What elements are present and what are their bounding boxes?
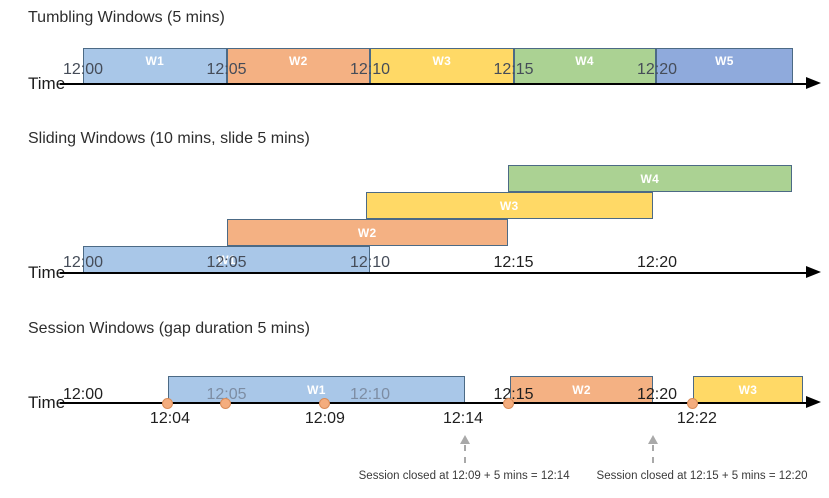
window-label: W2 <box>357 225 377 240</box>
window-w2: W2 <box>510 376 653 403</box>
event-dot <box>319 397 331 409</box>
window-w3: W3 <box>365 192 653 219</box>
window-label: W3 <box>499 198 519 213</box>
dashed-arrow-up-icon <box>459 435 470 444</box>
window-label: W2 <box>572 382 591 397</box>
sliding-time-axis <box>60 272 808 274</box>
session-time-axis-label: Time <box>28 393 66 412</box>
event-time-label: 12:09 <box>304 410 345 427</box>
session-section-title: Session Windows (gap duration 5 mins) <box>28 320 310 337</box>
tick-label: 12:00 <box>62 61 104 78</box>
tick-label: 12:15 <box>493 386 534 403</box>
event-dot <box>219 397 231 409</box>
event-dot <box>502 397 514 409</box>
session-close-annotation: Session closed at 12:15 + 5 mins = 12:20 <box>596 470 808 482</box>
dashed-arrow-line <box>463 445 466 463</box>
tick-label: 12:20 <box>636 386 678 403</box>
tumbling-section-title: Tumbling Windows (5 mins) <box>28 9 225 26</box>
tick-label: 12:00 <box>62 254 104 271</box>
window-w3: W3 <box>692 376 804 403</box>
session-time-axis <box>60 402 808 404</box>
tick-label: 12:10 <box>349 386 391 403</box>
window-w4: W4 <box>513 48 656 84</box>
event-dot <box>687 397 699 409</box>
tumbling-time-axis-label: Time <box>28 74 66 93</box>
window-label: W1 <box>217 252 236 267</box>
window-label: W2 <box>288 54 308 68</box>
tumbling-time-axis <box>60 83 808 85</box>
window-w4: W4 <box>507 165 792 192</box>
event-dot <box>162 397 174 409</box>
window-label: W3 <box>432 54 452 68</box>
window-label: W5 <box>715 54 734 68</box>
sliding-section-title: Sliding Windows (10 mins, slide 5 mins) <box>28 130 310 147</box>
tick-label: 12:10 <box>349 61 391 78</box>
tick-label: 12:15 <box>493 254 534 271</box>
window-w2: W2 <box>226 219 508 246</box>
window-label: W4 <box>640 171 660 186</box>
window-w2: W2 <box>226 48 370 84</box>
session-close-annotation: Session closed at 12:09 + 5 mins = 12:14 <box>358 470 570 482</box>
tick-label: 12:15 <box>493 61 534 78</box>
tick-label: 12:05 <box>206 386 247 403</box>
dashed-arrow-line <box>651 445 654 463</box>
window-w3: W3 <box>370 48 514 84</box>
event-time-label: 12:22 <box>676 410 717 427</box>
tick-label: 12:05 <box>206 254 247 271</box>
window-label: W1 <box>145 54 165 68</box>
tick-label: 12:20 <box>636 61 678 78</box>
tick-label: 12:00 <box>62 386 104 403</box>
window-w5: W5 <box>655 48 794 84</box>
window-label: W3 <box>738 382 758 397</box>
session-time-axis-arrow-icon <box>806 396 821 408</box>
tick-label: 12:10 <box>349 254 391 271</box>
dashed-arrow-up-icon <box>647 435 658 444</box>
window-label: W4 <box>575 54 594 68</box>
tick-label: 12:20 <box>636 254 678 271</box>
tumbling-time-axis-arrow-icon <box>806 77 821 89</box>
tick-label: 12:05 <box>206 61 247 78</box>
sliding-time-axis-arrow-icon <box>806 266 821 278</box>
event-time-label: 12:04 <box>149 410 190 427</box>
event-time-label: 12:14 <box>442 410 483 427</box>
sliding-time-axis-label: Time <box>28 263 66 282</box>
window-label: W1 <box>307 382 326 397</box>
